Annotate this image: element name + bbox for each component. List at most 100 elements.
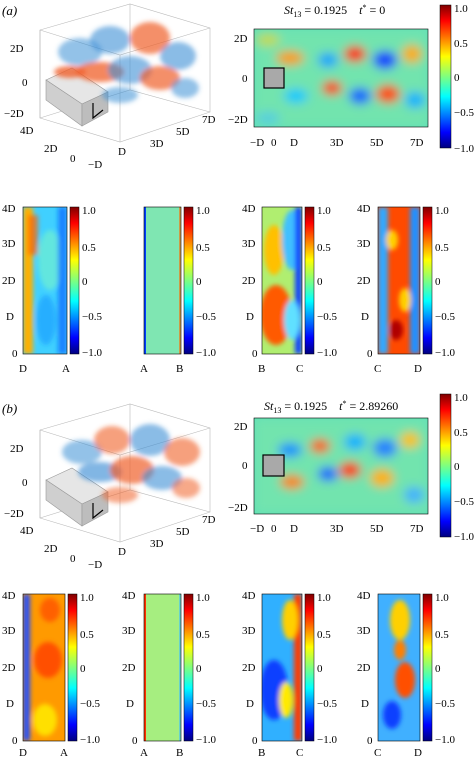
strip-y-tick: D [126, 698, 134, 710]
contour-x-tick: 3D [330, 523, 344, 535]
strip-colorbar-tick: −1.0 [435, 347, 455, 359]
iso-y-tick: 4D [20, 125, 34, 137]
strip-edge-label: B [258, 363, 265, 375]
contour-x-tick: 0 [271, 137, 277, 149]
colorbar-tick: 1.0 [454, 3, 468, 15]
colorbar-tick: −0.5 [454, 107, 474, 119]
strip-y-tick: 4D [122, 590, 136, 602]
strip-b-c [261, 206, 303, 355]
contour-x-tick: 5D [370, 523, 384, 535]
strip-edge-label: B [176, 747, 183, 759]
strip-colorbar-tick: −0.5 [80, 698, 100, 710]
strip-c-d [377, 593, 421, 742]
iso-x-tick: 7D [202, 514, 216, 526]
panel-a-label: (a) [2, 3, 17, 18]
strip-d-a [22, 206, 68, 355]
strip-colorbar-tick: −1.0 [317, 734, 337, 746]
strip-colorbar-tick: −1.0 [196, 734, 216, 746]
strip-y-tick: D [6, 698, 14, 710]
strip-colorbar-tick: 1.0 [317, 592, 331, 604]
strip-y-tick: 2D [242, 275, 256, 287]
strip-y-tick: 3D [2, 238, 16, 250]
strip-colorbar [304, 593, 315, 742]
strip-colorbar-tick: 0 [80, 663, 86, 675]
strip-edge-label: A [60, 747, 68, 759]
iso-y-tick: −D [88, 559, 102, 571]
strip-d-a [22, 593, 66, 742]
strip-colorbar-tick: 0 [317, 276, 323, 288]
panel-b-contour-plot: 2D 0 −2D −D 0 D 3D 5D 7D [228, 417, 429, 535]
panel-b: (b) [2, 392, 474, 759]
panel-b-strips: 1.0 0.5 0 −0.5 −1.0 1.0 0.5 0 −0.5 −1.0 … [2, 590, 455, 759]
iso-z-tick: 0 [22, 77, 28, 89]
strip-colorbar-tick: −1.0 [82, 347, 102, 359]
panel-b-isosurface-view: 2D 0 −2D 4D 2D 0 −D D 3D 5D 7D [4, 403, 216, 571]
strip-colorbar-tick: 0 [435, 276, 441, 288]
strip-y-tick: 4D [357, 590, 371, 602]
panel-a-iso-blobs [54, 22, 199, 103]
strip-y-tick: 3D [2, 625, 16, 637]
strip-y-tick: 3D [242, 238, 256, 250]
strip-colorbar-tick: 0 [82, 276, 88, 288]
panel-b-cylinder [45, 467, 109, 527]
iso-y-tick: −D [88, 159, 102, 171]
strip-edge-label: D [414, 747, 422, 759]
strip-y-tick: D [361, 698, 369, 710]
iso-y-tick: 2D [44, 143, 58, 155]
strip-colorbar [304, 206, 315, 355]
strip-colorbar-tick: 0.5 [196, 242, 210, 254]
strip-colorbar-tick: 0 [196, 663, 202, 675]
strip-colorbar-tick: 0.5 [317, 242, 331, 254]
iso-x-tick: D [118, 146, 126, 158]
strip-edge-label: A [62, 363, 70, 375]
strip-y-tick: 0 [12, 348, 18, 360]
iso-z-tick: 2D [10, 443, 24, 455]
strip-y-tick: 2D [2, 662, 16, 674]
strip-colorbar [422, 593, 433, 742]
strip-colorbar-tick: 1.0 [435, 592, 449, 604]
strip-y-tick: D [361, 311, 369, 323]
iso-x-tick: D [118, 546, 126, 558]
strip-colorbar-tick: −1.0 [317, 347, 337, 359]
strip-y-tick: 0 [367, 348, 373, 360]
strip-y-tick: 0 [252, 348, 258, 360]
contour-y-tick: 0 [242, 73, 248, 85]
iso-z-tick: −2D [4, 508, 24, 520]
strip-y-tick: 3D [242, 625, 256, 637]
strip-colorbar-tick: 0 [196, 276, 202, 288]
strip-y-tick: D [246, 698, 254, 710]
strip-y-tick: 2D [357, 275, 371, 287]
strip-y-tick: 3D [357, 625, 371, 637]
colorbar-tick: 1.0 [454, 392, 468, 404]
colorbar-tick: −0.5 [454, 496, 474, 508]
strip-y-tick: 2D [357, 662, 371, 674]
contour-y-tick: −2D [228, 114, 248, 126]
strip-y-tick: D [246, 311, 254, 323]
colorbar-tick: −1.0 [454, 143, 474, 155]
strip-colorbar-tick: 1.0 [196, 592, 210, 604]
panel-b-colorbar: 1.0 0.5 0 −0.5 −1.0 [439, 392, 474, 543]
strip-y-tick: 0 [252, 735, 258, 747]
colorbar-tick: 0.5 [454, 427, 468, 439]
strip-colorbar-tick: −0.5 [435, 311, 455, 323]
iso-y-tick: 4D [20, 525, 34, 537]
strip-colorbar-tick: −0.5 [317, 698, 337, 710]
colorbar-tick: 0 [454, 461, 460, 473]
strip-y-tick: 3D [122, 625, 136, 637]
strip-y-tick: 2D [242, 662, 256, 674]
panel-a-strips: 1.0 0.5 0 −0.5 −1.0 1.0 0.5 0 −0.5 −1.0 … [2, 203, 455, 375]
strip-y-tick: 3D [357, 238, 371, 250]
panel-a-cylinder-section [263, 67, 285, 89]
strip-a-b [143, 593, 182, 742]
strip-colorbar-tick: 1.0 [80, 592, 94, 604]
strip-edge-label: A [140, 363, 148, 375]
strip-edge-label: C [296, 747, 303, 759]
strip-edge-label: C [374, 747, 381, 759]
strip-y-tick: 0 [367, 735, 373, 747]
contour-x-tick: 7D [410, 137, 424, 149]
strip-colorbar-tick: −1.0 [435, 734, 455, 746]
contour-x-tick: 5D [370, 137, 384, 149]
strip-colorbar-tick: 0.5 [82, 242, 96, 254]
colorbar-tick: 0.5 [454, 38, 468, 50]
iso-z-tick: 2D [10, 43, 24, 55]
